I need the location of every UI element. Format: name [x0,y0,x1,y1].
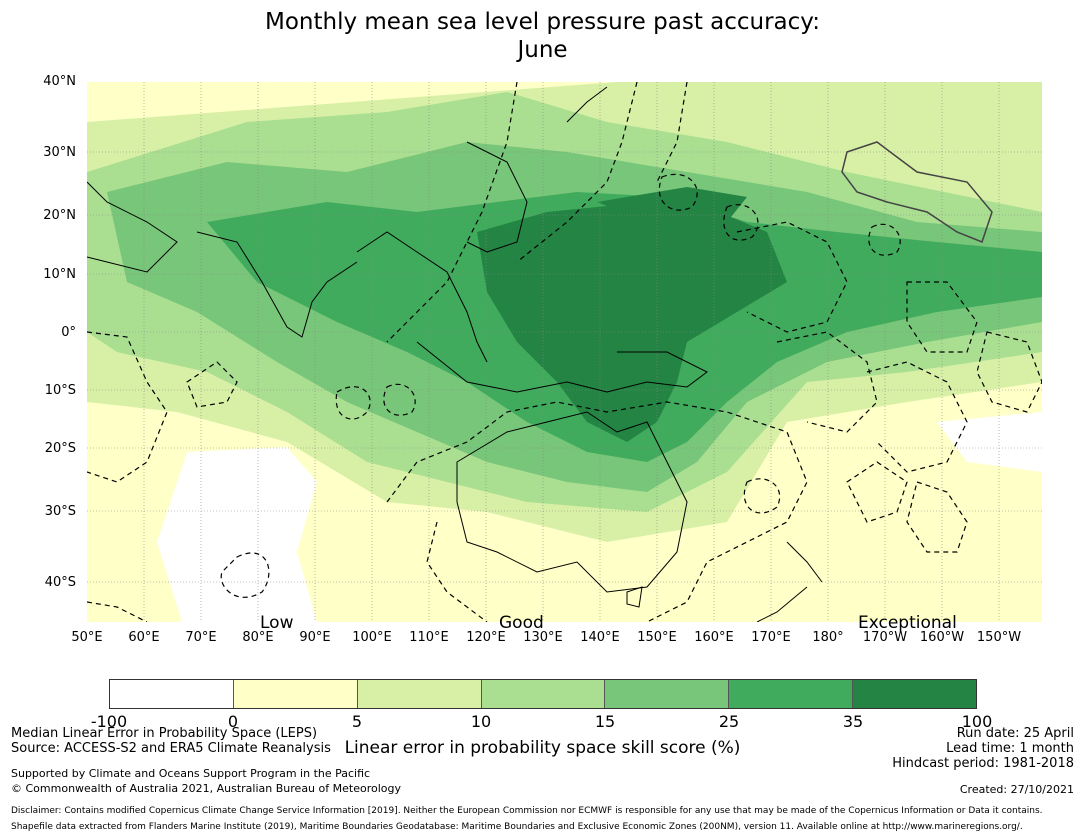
colorbar-tick-5: 5 [351,712,363,731]
lat-label-40s: 40°S [44,575,76,590]
colorbar-swatch-neg100-0 [110,680,234,708]
lat-label-10s: 10°S [44,383,76,398]
lat-label-40n: 40°N [43,74,76,89]
colorbar [109,679,977,709]
skill-map [87,82,1042,622]
colorbar-swatch-10-15 [481,680,606,708]
skill-label-low: Low [260,613,294,633]
colorbar-tick-0: 0 [227,712,239,731]
lat-label-30n: 30°N [43,145,76,160]
lon-label-170w: 170°W [862,630,908,645]
lon-label-180: 180° [812,630,844,645]
colorbar-tick-100: 100 [961,712,993,731]
lat-label-0: 0° [61,325,76,340]
lon-label-160e: 160°E [694,630,734,645]
lon-label-100e: 100°E [352,630,392,645]
lon-label-160w: 160°W [919,630,965,645]
lon-label-170e: 170°E [751,630,791,645]
skill-label-exceptional: Exceptional [858,613,957,633]
lon-label-110e: 110°E [409,630,449,645]
colorbar-tick-35: 35 [842,712,864,731]
footer-copyright: © Commonwealth of Australia 2021, Austra… [11,782,401,795]
colorbar-swatch-35-100 [853,680,977,708]
colorbar-swatch-15-25 [605,680,730,708]
footer-created: Created: 27/10/2021 [959,783,1074,796]
footer-source: Source: ACCESS-S2 and ERA5 Climate Reana… [11,741,331,756]
colorbar-tick-10: 10 [470,712,492,731]
title-line-2: June [517,37,568,63]
colorbar-swatch-25-35 [729,680,854,708]
chart-title: Monthly mean sea level pressure past acc… [0,8,1085,64]
lat-label-20n: 20°N [43,208,76,223]
lon-label-130e: 130°E [523,630,563,645]
colorbar-tick-25: 25 [718,712,740,731]
skill-map-svg [87,82,1042,622]
lon-label-140e: 140°E [580,630,620,645]
lat-label-10n: 10°N [43,267,76,282]
footer-run-date: Run date: 25 April [956,726,1074,741]
footer-lead-time: Lead time: 1 month [946,741,1074,756]
colorbar-tick-15: 15 [594,712,616,731]
title-line-1: Monthly mean sea level pressure past acc… [265,9,820,35]
colorbar-swatch-5-10 [357,680,482,708]
lat-label-30s: 30°S [44,504,76,519]
skill-label-good: Good [499,613,544,633]
lat-label-20s: 20°S [44,441,76,456]
footer-shapefile-credit: Shapefile data extracted from Flanders M… [11,822,1023,832]
colorbar-tick-neg100: -100 [90,712,128,731]
lon-label-60e: 60°E [128,630,160,645]
footer-disclaimer: Disclaimer: Contains modified Copernicus… [11,806,1043,816]
lon-label-80e: 80°E [242,630,274,645]
footer-hindcast: Hindcast period: 1981-2018 [892,756,1074,771]
lon-label-70e: 70°E [185,630,217,645]
footer-support: Supported by Climate and Oceans Support … [11,767,371,780]
lon-label-150e: 150°E [637,630,677,645]
lon-label-150w: 150°W [976,630,1022,645]
colorbar-swatch-0-5 [233,680,358,708]
lon-label-50e: 50°E [71,630,103,645]
lon-label-90e: 90°E [299,630,331,645]
footer-method: Median Linear Error in Probability Space… [11,726,318,741]
colorbar-axis-label: Linear error in probability space skill … [344,738,741,758]
lon-label-120e: 120°E [466,630,506,645]
